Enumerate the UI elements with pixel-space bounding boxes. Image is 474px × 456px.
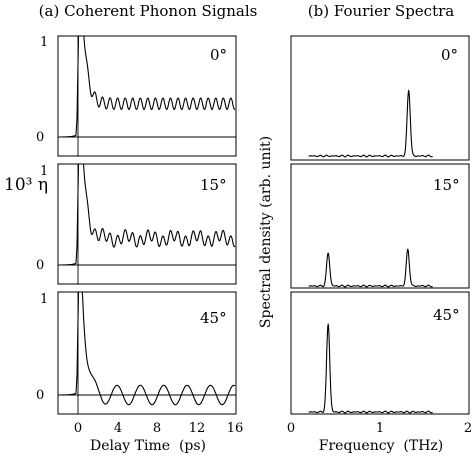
- right-x-axis-label: Frequency (THz): [319, 438, 443, 454]
- left-panel-45deg-frame: [57, 291, 237, 415]
- x-tick-left-12: 12: [189, 421, 206, 436]
- x-tick-right-2: 2: [464, 421, 472, 436]
- angle-label-left-15deg: 15°: [200, 176, 227, 194]
- y-tick-0-15deg: 0: [36, 258, 44, 273]
- spectrum-trace-0deg: [308, 89, 433, 158]
- y-tick-1-0deg: 1: [40, 35, 48, 50]
- x-tick-right-1: 1: [376, 421, 384, 436]
- right-panel-45deg-frame: [290, 291, 470, 415]
- y-tick-1-15deg: 1: [40, 164, 48, 179]
- angle-label-right-0deg: 0°: [441, 46, 458, 64]
- angle-label-right-15deg: 15°: [433, 176, 460, 194]
- right-y-axis-label: Spectral density (arb. unit): [258, 136, 274, 328]
- y-tick-1-45deg: 1: [40, 292, 48, 307]
- signal-trace-45deg: [60, 291, 236, 406]
- y-tick-0-45deg: 0: [36, 388, 44, 403]
- spectrum-trace-45deg: [308, 323, 433, 414]
- x-tick-left-4: 4: [114, 421, 122, 436]
- left-panel-title: (a) Coherent Phonon Signals: [39, 2, 258, 20]
- left-y-axis-label: 10³ η: [4, 175, 48, 195]
- signal-trace-0deg: [60, 35, 236, 138]
- y-tick-0-0deg: 0: [36, 130, 44, 145]
- x-tick-right-0: 0: [287, 421, 295, 436]
- signal-trace-15deg: [60, 163, 236, 266]
- x-tick-left-0: 0: [74, 421, 82, 436]
- x-tick-left-8: 8: [153, 421, 161, 436]
- left-panel-15deg-frame: [57, 163, 237, 285]
- left-panel-0deg-frame: [57, 35, 237, 157]
- right-panel-0deg-frame: [290, 35, 470, 161]
- spectrum-trace-15deg: [308, 248, 433, 288]
- angle-label-left-0deg: 0°: [210, 46, 227, 64]
- right-panel-15deg-frame: [290, 163, 470, 289]
- x-tick-left-16: 16: [227, 421, 244, 436]
- right-panel-title: (b) Fourier Spectra: [308, 2, 454, 20]
- angle-label-right-45deg: 45°: [433, 306, 460, 324]
- left-x-axis-label: Delay Time (ps): [90, 438, 206, 454]
- angle-label-left-45deg: 45°: [200, 309, 227, 327]
